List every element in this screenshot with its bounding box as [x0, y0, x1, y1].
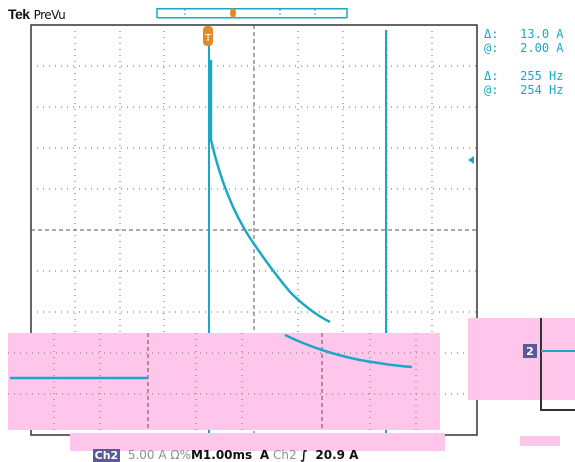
- overlay-band: [8, 333, 440, 430]
- readout-symbol: Δ:: [484, 69, 499, 83]
- right-overlay: [468, 318, 575, 400]
- readout-value: 254 Hz: [520, 83, 564, 97]
- decay-trace: [284, 333, 413, 369]
- trigger-level[interactable]: 20.9 A: [315, 448, 359, 462]
- channel-indicator[interactable]: Ch2: [92, 449, 121, 462]
- trigger-source[interactable]: Ch2: [272, 448, 297, 462]
- readout-amplitude-at: @: 2.00 A: [484, 41, 564, 55]
- trigger-mode[interactable]: A: [259, 448, 270, 462]
- readout-amplitude-delta: Δ: 13.0 A: [484, 27, 564, 41]
- mode-label: PreVu: [33, 8, 66, 22]
- trigger-marker[interactable]: [203, 26, 213, 46]
- brand-logo: Tek PreVu: [8, 6, 66, 22]
- readout-symbol: @:: [484, 83, 499, 97]
- readout-value: 255 Hz: [520, 69, 564, 83]
- readout-symbol: @:: [484, 41, 499, 55]
- timebase[interactable]: M1.00ms: [190, 448, 253, 462]
- readout-frequency-delta: Δ: 255 Hz: [484, 69, 564, 83]
- channel-2-marker-label: 2: [526, 345, 534, 358]
- vertical-scale[interactable]: 5.00 A Ω%: [127, 448, 191, 462]
- corner-overlay: [520, 436, 560, 446]
- readout-value: 13.0 A: [520, 27, 564, 41]
- trigger-marker-label: T: [204, 33, 212, 44]
- readout-value: 2.00 A: [520, 41, 564, 55]
- brand-name: Tek: [8, 6, 30, 22]
- trigger-slope-icon[interactable]: ∫: [300, 448, 308, 462]
- center-axes: [31, 25, 477, 435]
- record-bar[interactable]: [156, 8, 348, 19]
- status-bar: Ch2 5.00 A Ω%M1.00ms A Ch2 ∫ 20.9 A: [85, 434, 358, 462]
- waveform-trace: [209, 60, 331, 324]
- readout-frequency-at: @: 254 Hz: [484, 83, 564, 97]
- readout-symbol: Δ:: [484, 27, 499, 41]
- status-bar-bg: [70, 433, 445, 451]
- trigger-level-marker: [468, 156, 474, 164]
- channel-2-marker[interactable]: [523, 344, 537, 358]
